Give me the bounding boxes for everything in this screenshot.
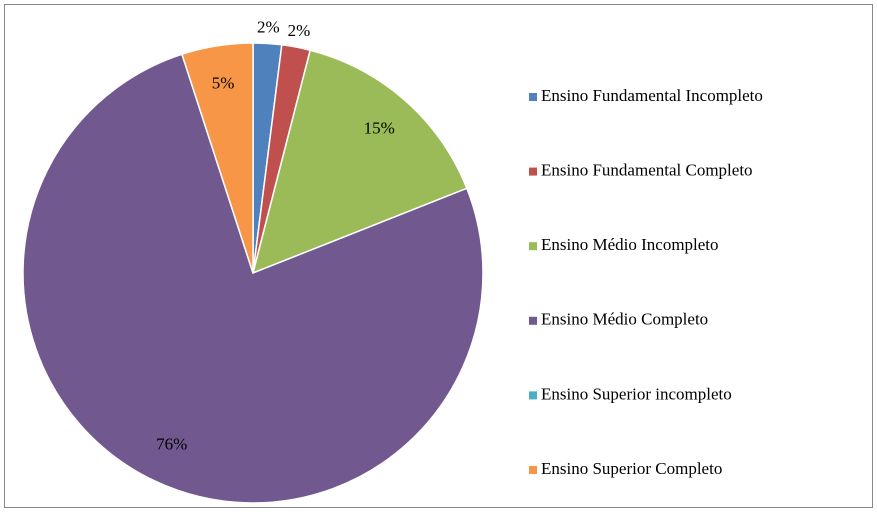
legend-swatch	[529, 391, 537, 400]
legend-swatch	[529, 167, 537, 176]
legend-swatch	[529, 466, 537, 474]
legend-label: Ensino Fundamental Incompleto	[541, 86, 763, 105]
pie-slice	[22, 53, 484, 504]
legend-label: Ensino Médio Completo	[541, 310, 708, 329]
legend-label: Ensino Médio Incompleto	[541, 235, 719, 254]
pie-slice	[251, 49, 468, 275]
data-label: 2%	[288, 21, 311, 40]
legend-label: Ensino Fundamental Completo	[541, 161, 753, 180]
legend-swatch	[529, 242, 537, 251]
legend-label: Ensino Superior Completo	[541, 459, 722, 478]
data-label: 15%	[364, 119, 395, 138]
data-label: 2%	[257, 17, 280, 36]
data-label: 76%	[156, 435, 187, 454]
data-label: 5%	[212, 73, 235, 92]
legend-swatch	[529, 93, 537, 101]
legend-swatch	[529, 316, 537, 325]
legend-label: Ensino Superior incompleto	[541, 384, 732, 403]
pie-slice	[180, 42, 254, 274]
